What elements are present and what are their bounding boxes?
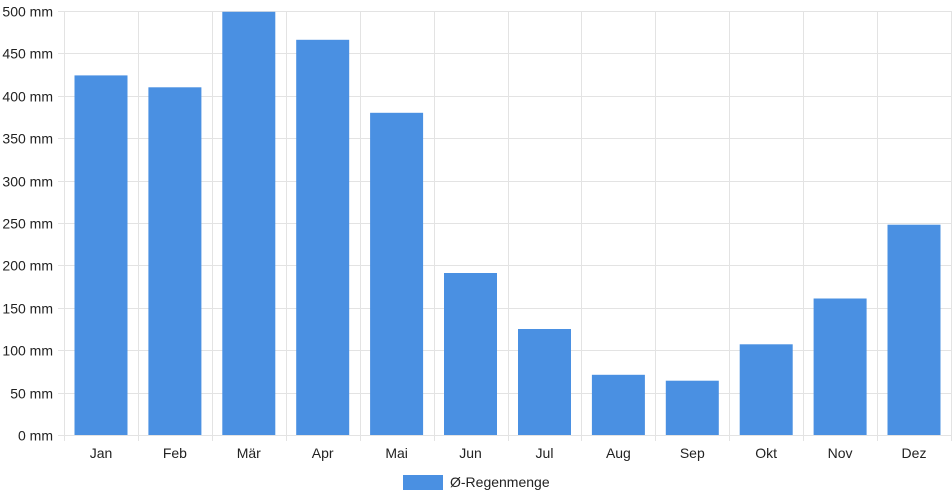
- y-axis-tick-labels: 0 mm 50 mm 100 mm 150 mm 200 mm 250 mm 300 mm 3…: [2, 4, 53, 444]
- bar-okt: [739, 344, 793, 435]
- x-tick-label: Mai: [385, 445, 408, 461]
- bar-sep: [665, 380, 719, 435]
- x-tick-label: Dez: [902, 445, 927, 461]
- x-tick-label: Apr: [312, 445, 334, 461]
- legend-label: Ø-Regenmenge: [450, 474, 550, 490]
- bar-nov: [813, 298, 867, 435]
- bar-apr: [296, 39, 350, 436]
- y-tick-label: 450 mm: [2, 46, 53, 62]
- y-tick-label: 200 mm: [2, 258, 53, 274]
- chart-legend[interactable]: Ø-Regenmenge: [403, 474, 550, 490]
- y-tick-label: 400 mm: [2, 89, 53, 105]
- x-tick-label: Jan: [90, 445, 113, 461]
- x-tick-label: Mär: [237, 445, 261, 461]
- x-tick-label: Aug: [606, 445, 631, 461]
- y-tick-label: 100 mm: [2, 343, 53, 359]
- bar-series: [74, 11, 941, 436]
- bar-mär: [222, 11, 276, 436]
- x-axis-tick-labels: Jan Feb Mär Apr Mai Jun Jul Aug Sep Okt Nov Dez: [90, 445, 927, 461]
- y-tick-label: 250 mm: [2, 216, 53, 232]
- y-tick-label: 500 mm: [2, 4, 53, 20]
- y-tick-label: 50 mm: [10, 386, 53, 402]
- y-tick-label: 350 mm: [2, 131, 53, 147]
- y-tick-label: 300 mm: [2, 174, 53, 190]
- bar-aug: [591, 374, 645, 435]
- grid-lines: [58, 11, 952, 441]
- bar-mai: [370, 112, 424, 436]
- x-tick-label: Sep: [680, 445, 705, 461]
- bar-dez: [887, 224, 941, 435]
- bar-feb: [148, 87, 202, 436]
- x-tick-label: Feb: [163, 445, 187, 461]
- y-tick-label: 0 mm: [18, 428, 53, 444]
- x-tick-label: Okt: [755, 445, 777, 461]
- legend-swatch: [403, 475, 443, 490]
- bar-jul: [518, 329, 571, 435]
- bar-jan: [74, 75, 128, 436]
- x-tick-label: Nov: [828, 445, 853, 461]
- bar-jun: [444, 273, 497, 435]
- x-tick-label: Jul: [536, 445, 554, 461]
- y-tick-label: 150 mm: [2, 301, 53, 317]
- x-tick-label: Jun: [459, 445, 482, 461]
